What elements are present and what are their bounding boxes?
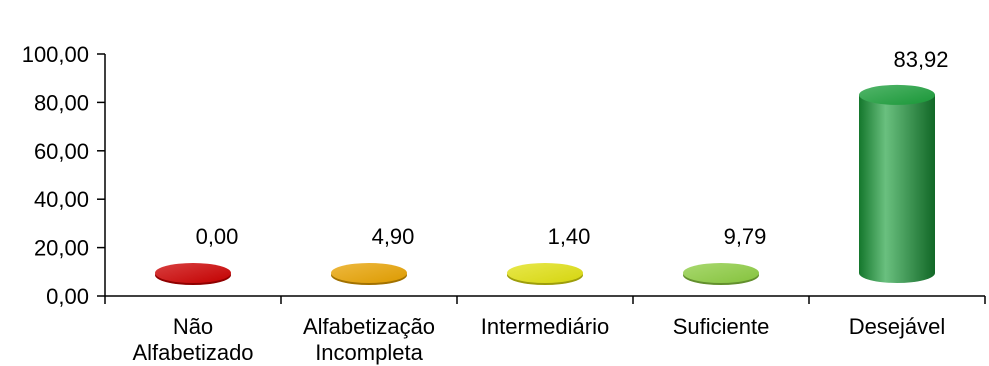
y-tick-label: 80,00 (34, 90, 89, 115)
category-label: Não Alfabetizado (132, 314, 253, 365)
bar-3 (683, 263, 759, 285)
y-tick-label: 100,00 (22, 42, 89, 67)
bar-top (683, 263, 759, 283)
y-tick-label: 0,00 (46, 284, 89, 309)
category-label-line: Incompleta (315, 340, 423, 365)
bar-top (507, 263, 583, 283)
category-label: Suficiente (673, 314, 770, 339)
bar-top (155, 263, 231, 283)
y-tick-label: 40,00 (34, 187, 89, 212)
y-tick-label: 60,00 (34, 139, 89, 164)
category-label-line: Não (173, 314, 213, 339)
y-tick-label: 20,00 (34, 236, 89, 261)
bar-4 (859, 84, 935, 283)
chart-bars (155, 84, 935, 285)
category-label-line: Alfabetizado (132, 340, 253, 365)
category-label: Alfabetização Incompleta (303, 314, 435, 365)
data-label: 83,92 (893, 47, 948, 72)
bar-1 (331, 263, 407, 285)
bar-top (331, 263, 407, 283)
chart-axes: 0,00 20,00 40,00 60,00 80,00 100,00 (22, 42, 986, 309)
bar-0 (155, 263, 231, 285)
data-label: 1,40 (548, 224, 591, 249)
category-label: Desejável (849, 314, 946, 339)
category-label-line: Suficiente (673, 314, 770, 339)
bar-2 (507, 263, 583, 285)
data-label: 9,79 (724, 224, 767, 249)
chart-labels: 0,00 Não Alfabetizado 4,90 Alfabetização Inco… (132, 47, 948, 365)
category-label-line: Desejável (849, 314, 946, 339)
category-label: Intermediário (481, 314, 609, 339)
category-label-line: Alfabetização (303, 314, 435, 339)
bar-body (859, 94, 935, 283)
data-label: 4,90 (372, 224, 415, 249)
data-label: 0,00 (196, 224, 239, 249)
bar-top (859, 84, 935, 105)
category-label-line: Intermediário (481, 314, 609, 339)
